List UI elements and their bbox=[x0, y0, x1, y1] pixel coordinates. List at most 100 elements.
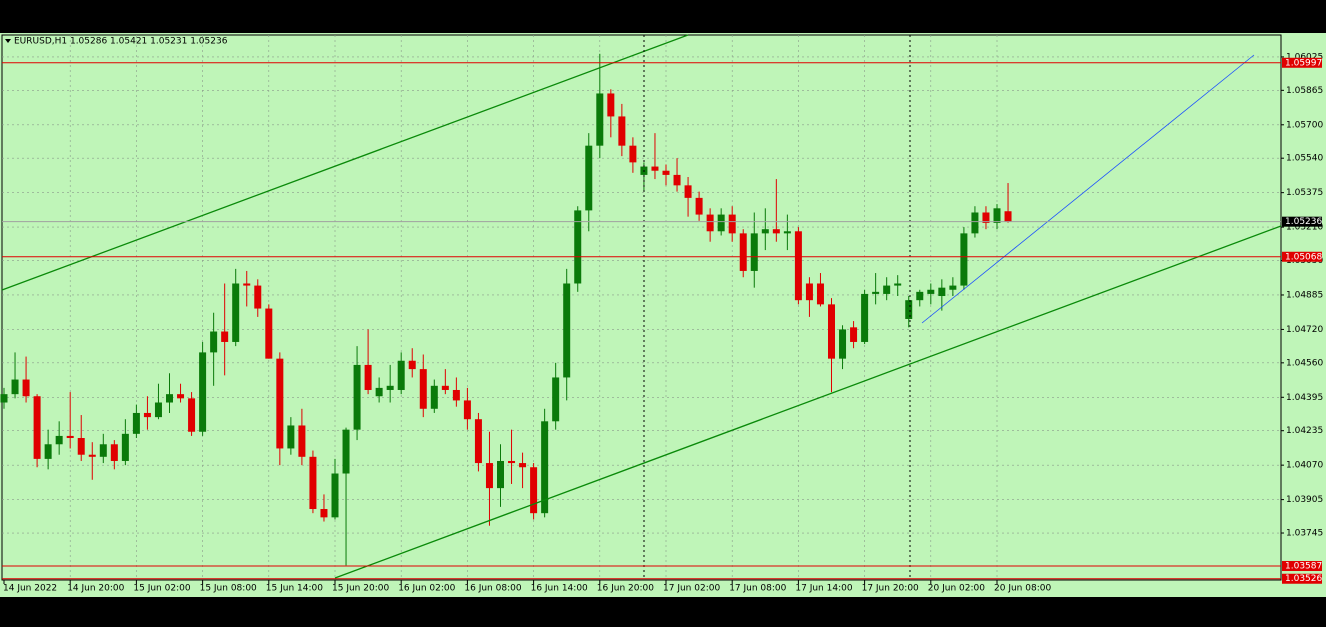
bid-label: 1.05236 bbox=[1285, 217, 1322, 227]
candle-body bbox=[794, 231, 802, 301]
x-tick-label: 15 Jun 08:00 bbox=[200, 584, 257, 594]
candle-body bbox=[309, 456, 317, 510]
symbol-menu-icon[interactable] bbox=[5, 39, 11, 43]
candle-body bbox=[166, 394, 173, 403]
candle-body bbox=[265, 308, 273, 359]
y-tick-label: 1.03745 bbox=[1286, 529, 1323, 539]
x-tick-label: 17 Jun 02:00 bbox=[663, 584, 720, 594]
candle-body bbox=[563, 283, 571, 378]
x-tick-label: 17 Jun 08:00 bbox=[729, 584, 786, 594]
candle-body bbox=[199, 352, 207, 432]
y-tick-label: 1.06025 bbox=[1286, 52, 1323, 62]
candle-body bbox=[585, 145, 593, 211]
candle-body bbox=[684, 185, 692, 198]
chart-background bbox=[0, 33, 1326, 597]
candle-body bbox=[894, 283, 902, 286]
y-tick-label: 1.05210 bbox=[1286, 223, 1323, 233]
x-tick-label: 14 Jun 20:00 bbox=[67, 584, 124, 594]
candle-body bbox=[430, 385, 438, 409]
candle-body bbox=[397, 360, 405, 390]
candle-body bbox=[463, 400, 471, 420]
grid: 1.06025 1.05865 1.05700 1.05540 1.05375 1.052… bbox=[2, 35, 1323, 594]
candle-body bbox=[99, 444, 107, 457]
candle-body bbox=[254, 285, 262, 309]
candle-body bbox=[419, 369, 427, 409]
candle-body bbox=[375, 387, 383, 397]
candle-body bbox=[618, 116, 626, 146]
x-tick-label: 16 Jun 14:00 bbox=[531, 584, 588, 594]
candle-body bbox=[772, 229, 780, 234]
trend-line bbox=[921, 54, 1255, 324]
candle-body bbox=[364, 364, 372, 390]
candle-body bbox=[783, 231, 791, 234]
candle-body bbox=[342, 429, 350, 474]
level-label: 1.03526 bbox=[1285, 574, 1322, 584]
level-label: 1.03587 bbox=[1285, 562, 1322, 572]
candle-body bbox=[651, 166, 659, 171]
candle-body bbox=[750, 233, 758, 271]
candle-body bbox=[0, 394, 8, 403]
candle-body bbox=[541, 421, 549, 514]
y-tick-label: 1.05540 bbox=[1286, 154, 1323, 164]
candle-body bbox=[66, 435, 74, 439]
candle-body bbox=[993, 208, 1001, 223]
candle-body bbox=[276, 358, 284, 449]
candle-body bbox=[739, 233, 747, 271]
candle-body bbox=[452, 389, 460, 401]
candle-body bbox=[298, 425, 306, 457]
y-tick-label: 1.04560 bbox=[1286, 358, 1323, 368]
candle-body bbox=[121, 433, 129, 461]
y-tick-label: 1.04070 bbox=[1286, 461, 1323, 471]
candle-body bbox=[607, 93, 615, 117]
x-tick-label: 17 Jun 14:00 bbox=[795, 584, 852, 594]
candle-body bbox=[960, 233, 968, 286]
candle-body bbox=[33, 396, 41, 459]
candle-body bbox=[662, 170, 670, 175]
level-label-box bbox=[1282, 561, 1322, 572]
candle-body bbox=[949, 285, 957, 290]
x-tick-label: 15 Jun 02:00 bbox=[133, 584, 190, 594]
candle-body bbox=[706, 214, 714, 232]
level-label: 1.05997 bbox=[1285, 58, 1322, 68]
candle-body bbox=[110, 444, 118, 461]
candle-body bbox=[519, 463, 527, 468]
candle-body bbox=[872, 291, 880, 294]
candle-body bbox=[386, 385, 394, 390]
candle-body bbox=[508, 460, 516, 464]
candle-body bbox=[530, 467, 538, 514]
candle-body bbox=[77, 438, 85, 455]
x-tick-label: 15 Jun 14:00 bbox=[266, 584, 323, 594]
level-label-box bbox=[1282, 251, 1322, 262]
candle-body bbox=[552, 377, 560, 422]
candle-body bbox=[1004, 211, 1012, 222]
channel-upper-line bbox=[1, 34, 689, 291]
candle-body bbox=[673, 174, 681, 186]
candle-body bbox=[839, 329, 847, 359]
candle-body bbox=[828, 304, 835, 359]
y-tick-label: 1.05865 bbox=[1286, 86, 1323, 96]
y-tick-label: 1.04235 bbox=[1286, 426, 1323, 436]
candle-body bbox=[88, 454, 96, 457]
candle-body bbox=[497, 460, 504, 489]
x-tick-label: 16 Jun 08:00 bbox=[464, 584, 521, 594]
candle-body bbox=[177, 394, 185, 399]
x-tick-label: 16 Jun 20:00 bbox=[597, 584, 654, 594]
candle-body bbox=[132, 412, 140, 434]
candle-body bbox=[816, 283, 824, 305]
candle-body bbox=[861, 293, 869, 342]
candle-body bbox=[938, 287, 946, 297]
x-tick-label: 14 Jun 2022 bbox=[3, 584, 57, 594]
candle-body bbox=[232, 283, 240, 342]
bid-label-box bbox=[1282, 216, 1322, 227]
y-tick-label: 1.04885 bbox=[1286, 290, 1323, 300]
candle-body bbox=[485, 463, 493, 489]
y-tick-label: 1.05375 bbox=[1286, 188, 1323, 198]
candle-body bbox=[805, 283, 813, 301]
y-tick-label: 1.03905 bbox=[1286, 495, 1323, 505]
candle-body bbox=[44, 444, 52, 459]
level-label: 1.05068 bbox=[1285, 252, 1322, 262]
candle-body bbox=[761, 229, 769, 234]
candle-body bbox=[320, 509, 328, 518]
x-tick-label: 16 Jun 02:00 bbox=[398, 584, 455, 594]
